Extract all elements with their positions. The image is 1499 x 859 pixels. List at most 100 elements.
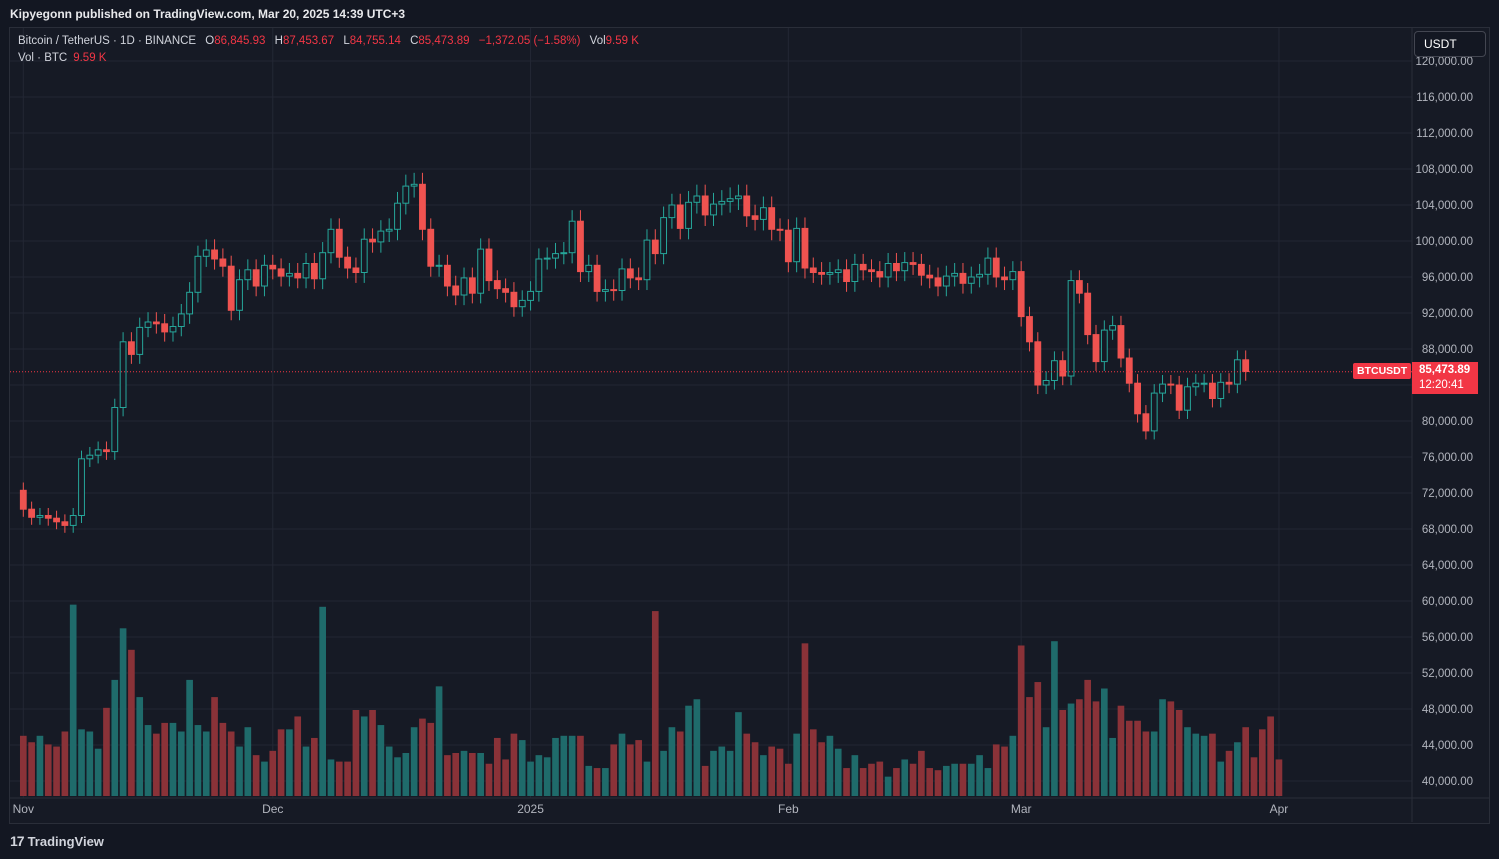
volume-bar [1142, 731, 1150, 796]
candle-body [1184, 386, 1191, 411]
volume-bar [352, 710, 360, 796]
candle-body [901, 262, 909, 272]
candle-body [759, 207, 767, 220]
candle-body [693, 195, 701, 203]
candle-body [959, 272, 967, 284]
candle-body [302, 263, 310, 279]
volume-bar [19, 735, 27, 796]
volume-bar [577, 735, 584, 796]
candle-body [768, 207, 776, 230]
candle-body [685, 201, 692, 229]
symbol-price-label: BTCUSDT [1353, 363, 1412, 379]
volume-bar [809, 729, 817, 796]
tradingview-logo-icon: 17 [10, 833, 25, 849]
candle-body [1100, 329, 1108, 363]
volume-bar [710, 750, 717, 796]
candle-body [951, 272, 959, 277]
candle-body [1092, 334, 1100, 363]
candle-body [485, 248, 493, 282]
candle-body [493, 280, 501, 290]
volume-bar [859, 768, 867, 796]
candle-body [793, 227, 801, 263]
x-tick-label: Nov [13, 802, 34, 816]
footer-brand-name: TradingView [27, 834, 104, 849]
volume-bar [1175, 710, 1183, 796]
volume-bar [668, 727, 676, 796]
volume-legend[interactable]: Vol · BTC 9.59 K [18, 52, 106, 64]
y-tick-label: 76,000.00 [1422, 452, 1473, 464]
candle-body [244, 269, 252, 281]
volume-bar [1109, 737, 1116, 796]
candle-body [668, 204, 676, 219]
volume-bar [435, 686, 443, 796]
candle-body [103, 449, 110, 453]
candle-body [593, 264, 601, 292]
y-tick-label: 104,000.00 [1415, 200, 1473, 212]
candle-body [934, 277, 942, 287]
candle-body [610, 289, 618, 292]
volume-bar [335, 761, 343, 796]
volume-bar [1009, 735, 1017, 796]
candle-body [568, 220, 576, 254]
volume-bar [294, 716, 302, 796]
volume-bar [360, 716, 368, 796]
volume-bar [535, 755, 543, 796]
volume-bar [984, 768, 992, 796]
volume-bar [111, 679, 119, 796]
volume-bar [444, 755, 451, 796]
volume-bar [427, 722, 435, 796]
volume-bar [327, 759, 335, 796]
candle-body [1225, 381, 1233, 385]
legend-symbol[interactable]: Bitcoin / TetherUS · 1D · BINANCE [18, 35, 197, 47]
x-tick-label: 2025 [517, 802, 544, 816]
candle-body [926, 274, 934, 279]
volume-legend-label: Vol · BTC [18, 52, 68, 64]
volume-bar [693, 699, 701, 796]
y-tick-label: 40,000.00 [1422, 776, 1473, 788]
candle-body [577, 220, 584, 273]
candle-body [527, 290, 534, 301]
candle-body [1125, 357, 1133, 384]
candle-body [710, 203, 717, 216]
x-tick-label: Mar [1011, 802, 1032, 816]
volume-bar [1100, 688, 1108, 796]
candle-body [1001, 276, 1008, 281]
volume-bar [302, 746, 310, 796]
candle-body [1192, 382, 1200, 388]
legend-open-label: O [205, 35, 215, 47]
chart-frame[interactable] [9, 27, 1490, 824]
volume-bar [818, 742, 825, 796]
y-tick-label: 52,000.00 [1422, 668, 1473, 680]
candle-body [502, 288, 510, 293]
volume-bar [726, 750, 734, 796]
volume-bar [385, 746, 393, 796]
candle-body [69, 515, 77, 526]
volume-bar [1200, 735, 1208, 796]
currency-button[interactable]: USDT [1414, 31, 1486, 57]
legend-close-label: C [410, 35, 419, 47]
legend-open-value: 86,845.93 [214, 35, 266, 47]
volume-bar [743, 733, 751, 796]
candle-body [876, 271, 884, 278]
candle-body [211, 249, 218, 260]
volume-bar [992, 744, 1000, 796]
volume-bar [926, 768, 934, 796]
volume-bar [69, 604, 77, 796]
candle-body [344, 256, 352, 269]
footer-brand[interactable]: 17 TradingView [10, 833, 104, 849]
volume-bar [136, 697, 144, 796]
volume-bar [36, 735, 44, 796]
candle-body [1117, 325, 1125, 359]
candle-body [843, 269, 850, 282]
volume-bar [751, 742, 759, 796]
candle-body [1042, 380, 1050, 386]
candle-body [884, 263, 892, 278]
volume-bar [676, 731, 684, 796]
candle-body [269, 264, 277, 270]
candle-body [909, 262, 917, 265]
volume-bar [1076, 699, 1083, 796]
volume-bar [1059, 710, 1067, 796]
volume-bar [834, 748, 842, 796]
candle-body [809, 267, 817, 273]
